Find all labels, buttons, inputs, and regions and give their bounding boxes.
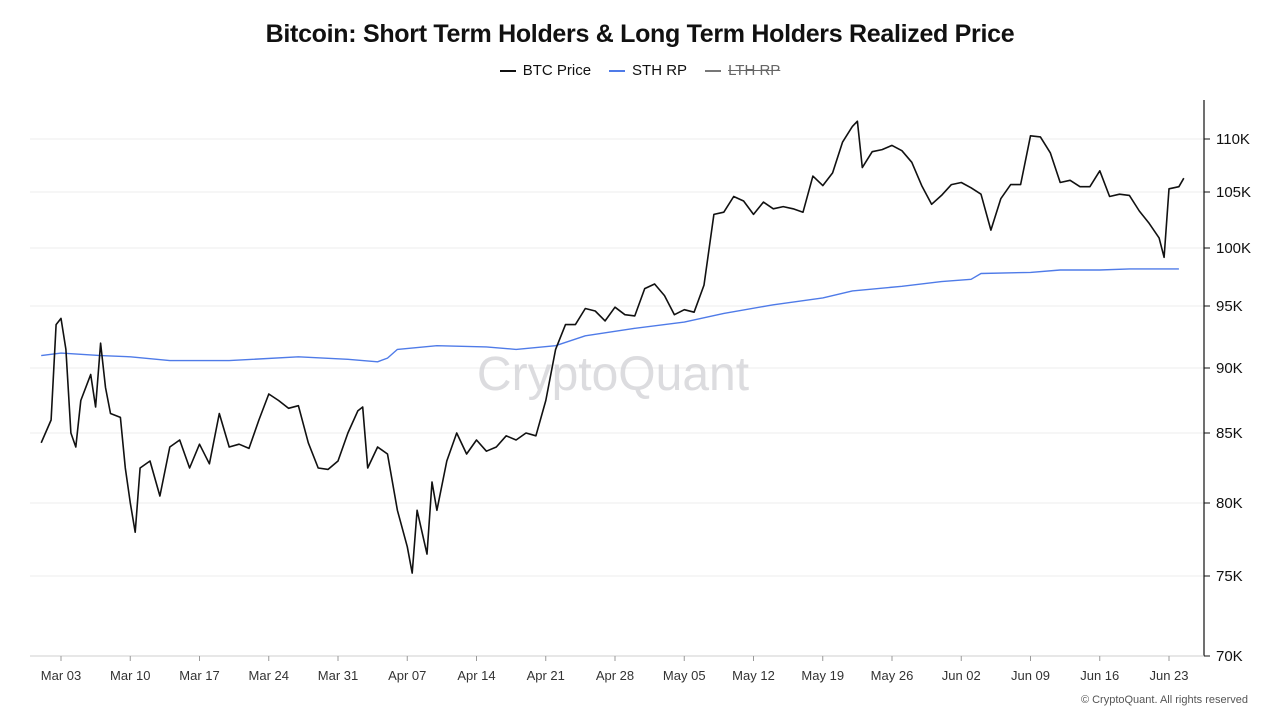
y-tick-label: 80K: [1216, 495, 1243, 512]
y-tick-label: 110K: [1216, 131, 1250, 148]
x-tick-label: Apr 21: [527, 668, 565, 683]
x-tick-label: Mar 03: [41, 668, 81, 683]
legend-label-sth-rp: STH RP: [632, 62, 688, 79]
x-tick-label: Jun 02: [942, 668, 981, 683]
legend-label-lth-rp: LTH RP: [728, 62, 781, 79]
x-tick-label: Apr 28: [596, 668, 634, 683]
legend-item-lth-rp[interactable]: LTH RP: [705, 62, 780, 79]
copyright-footer: © CryptoQuant. All rights reserved: [1080, 694, 1248, 706]
chart-legend: BTC Price STH RP LTH RP: [0, 62, 1280, 79]
series-layer: [40, 120, 1185, 574]
chart-title: Bitcoin: Short Term Holders & Long Term …: [265, 20, 1015, 48]
x-tick-label: Jun 16: [1080, 668, 1119, 683]
x-tick-label: Apr 07: [388, 668, 426, 683]
grid-lines: [30, 138, 1204, 577]
axes: 110K 105K 100K 95K 90K 85K 80K 75K 70K Mar 03 Mar …: [30, 100, 1251, 683]
x-tick-label: Mar 31: [318, 668, 358, 683]
x-tick-label: Jun 23: [1149, 668, 1188, 683]
x-tick-label: May 12: [732, 668, 775, 683]
legend-item-sth-rp[interactable]: STH RP: [609, 62, 687, 79]
y-tick-label: 75K: [1216, 568, 1243, 585]
x-tick-label: May 05: [663, 668, 706, 683]
y-tick-label: 95K: [1216, 298, 1243, 315]
series-line-btc-price: [40, 120, 1185, 574]
watermark: CryptoQuant: [477, 348, 749, 401]
legend-label-btc-price: BTC Price: [522, 62, 592, 79]
y-tick-label: 105K: [1216, 184, 1251, 201]
y-tick-label: 70K: [1216, 648, 1243, 665]
y-tick-label: 100K: [1216, 240, 1251, 257]
legend-swatch-btc-price: [499, 69, 516, 72]
x-tick-label: Mar 17: [179, 668, 219, 683]
x-tick-label: Mar 24: [249, 668, 289, 683]
y-tick-label: 85K: [1216, 425, 1243, 442]
x-tick-label: May 19: [801, 668, 844, 683]
legend-item-btc-price[interactable]: BTC Price: [499, 62, 592, 79]
legend-swatch-sth-rp: [609, 69, 626, 72]
x-tick-label: May 26: [871, 668, 914, 683]
y-tick-label: 90K: [1216, 360, 1243, 377]
legend-swatch-lth-rp: [705, 69, 722, 72]
series-line-sth-rp: [41, 268, 1179, 363]
x-tick-label: Apr 14: [457, 668, 495, 683]
x-tick-label: Mar 10: [110, 668, 150, 683]
x-tick-label: Jun 09: [1011, 668, 1050, 683]
